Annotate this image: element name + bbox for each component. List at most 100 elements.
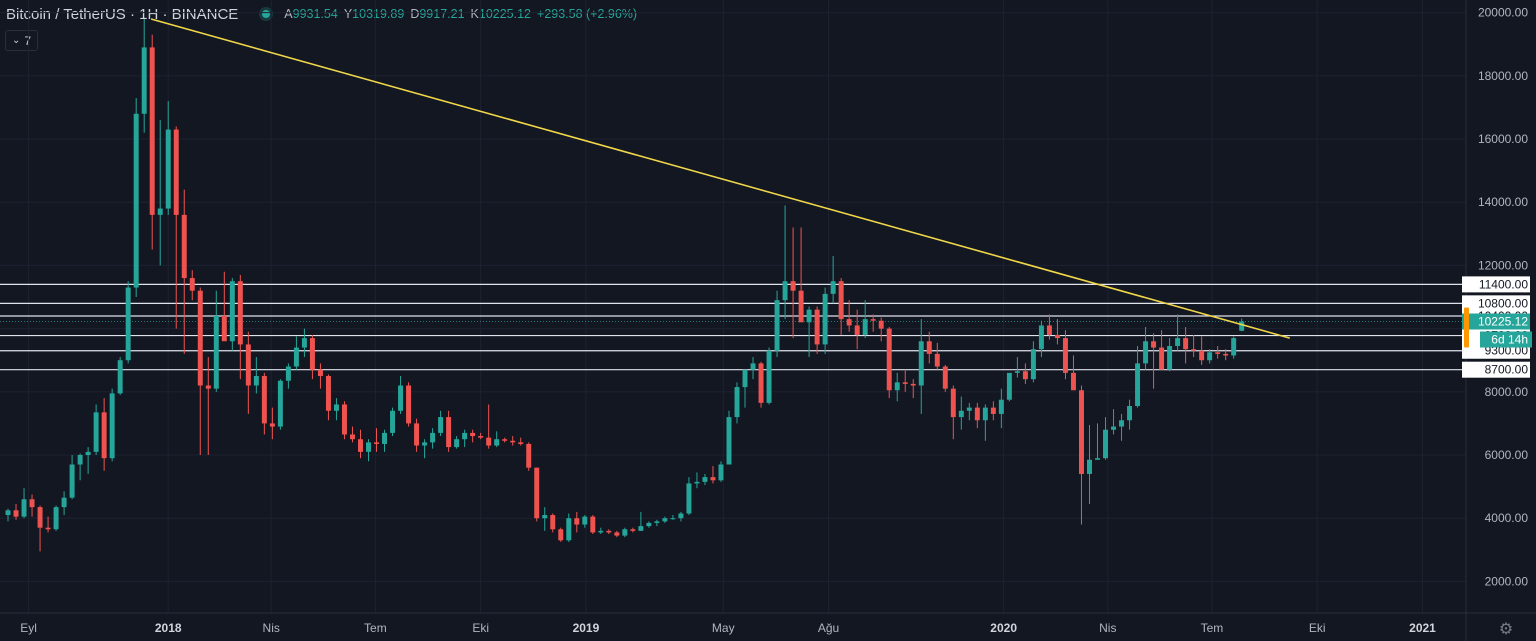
candle-body xyxy=(974,407,980,421)
candle-body xyxy=(1175,338,1181,346)
candle xyxy=(109,388,115,462)
candle xyxy=(229,278,235,351)
candle xyxy=(542,507,548,531)
candle xyxy=(117,357,123,395)
price-tick-label: 18000.00 xyxy=(1478,69,1528,83)
candle-body xyxy=(1095,458,1100,460)
candle-body xyxy=(1054,334,1060,339)
candle-body xyxy=(13,510,19,517)
candle xyxy=(646,521,652,528)
level-price-label-bg xyxy=(1462,361,1530,378)
candle-body xyxy=(670,518,676,520)
time-tick-label: Tem xyxy=(364,621,387,635)
candle-body xyxy=(846,319,852,326)
price-tick-label: 6000.00 xyxy=(1485,448,1529,462)
time-axis: Eyl 2018 Nis Tem Eki 2019 May Ağu 2020 Nis Tem Eki 2… xyxy=(0,612,1536,635)
candle xyxy=(926,331,932,364)
candle-body xyxy=(622,529,628,536)
candle-body xyxy=(694,481,700,484)
candle-body xyxy=(646,522,652,527)
candle-body xyxy=(1135,363,1141,407)
candle xyxy=(1062,330,1068,380)
candle-body xyxy=(486,437,492,446)
candle xyxy=(798,227,804,323)
price-tick-label: 2000.00 xyxy=(1485,574,1529,588)
candle xyxy=(766,347,772,405)
candle-body xyxy=(366,442,371,452)
candle-body xyxy=(438,417,444,433)
candle-body xyxy=(61,497,67,508)
candle xyxy=(1087,424,1092,504)
candle xyxy=(349,426,355,443)
market-status-icon xyxy=(262,10,271,18)
candle-body xyxy=(654,521,660,523)
level-price-label-bg xyxy=(1462,295,1530,312)
symbol-title[interactable]: Bitcoin / TetherUS · 1H · BINANCE xyxy=(6,5,239,23)
price-tick-label: 8000.00 xyxy=(1485,385,1529,399)
candle-body xyxy=(750,363,756,370)
candle xyxy=(1215,345,1221,359)
settings-gear-icon[interactable]: ⚙ xyxy=(1498,621,1514,638)
price-tick-label: 4000.00 xyxy=(1485,511,1529,525)
candle-body xyxy=(1006,372,1012,400)
candle-body xyxy=(1014,371,1020,373)
candle xyxy=(1231,336,1237,359)
candle xyxy=(422,439,428,459)
candle-body xyxy=(638,526,644,531)
candle xyxy=(13,503,19,520)
candle-body xyxy=(1199,350,1205,361)
horizontal-levels xyxy=(0,283,1466,371)
candle xyxy=(317,363,323,389)
candle xyxy=(966,402,972,421)
candle xyxy=(1070,355,1076,391)
candle xyxy=(550,513,556,533)
candle xyxy=(438,410,444,437)
candle xyxy=(45,516,51,533)
countdown-bg xyxy=(1480,331,1532,348)
candle xyxy=(974,402,980,429)
candle xyxy=(125,281,131,364)
candle-body xyxy=(253,376,259,386)
candle-body xyxy=(406,385,412,424)
candle-body xyxy=(1167,345,1173,370)
candle-body xyxy=(398,385,404,411)
candle-body xyxy=(742,369,748,388)
candle xyxy=(1143,327,1149,370)
price-axis: 2000.004000.006000.008000.0010000.001200… xyxy=(1465,0,1529,641)
candle-body xyxy=(830,281,836,294)
candle xyxy=(5,508,11,522)
candle xyxy=(606,529,612,535)
candle-body xyxy=(710,477,716,481)
candle xyxy=(221,271,227,342)
candle-body xyxy=(566,518,572,541)
candle xyxy=(1078,385,1084,525)
candle-body xyxy=(285,366,291,381)
drawing-anchor-marker xyxy=(1464,307,1469,348)
candle xyxy=(406,382,412,427)
candle-body xyxy=(1103,429,1108,459)
candle xyxy=(301,328,307,358)
countdown-label: 6d 14h xyxy=(1480,331,1532,348)
candle-body xyxy=(942,366,948,389)
candle-body xyxy=(550,515,556,530)
candle-body xyxy=(918,341,924,386)
candle xyxy=(1014,357,1020,378)
indicators-toggle[interactable]: ⌄ 7 xyxy=(5,30,39,51)
candle xyxy=(686,477,692,516)
time-tick-label: Ağu xyxy=(818,621,839,635)
candle xyxy=(790,227,796,339)
candle xyxy=(622,527,628,538)
level-price-label-text: 10800.00 xyxy=(1478,296,1528,310)
candle xyxy=(61,491,67,516)
candle-body xyxy=(1030,349,1036,380)
candle xyxy=(470,429,476,443)
candle xyxy=(245,331,251,414)
candle xyxy=(237,274,243,380)
candle-body xyxy=(766,350,772,403)
candle-body xyxy=(462,432,468,440)
candle-body xyxy=(37,507,43,528)
candle-body xyxy=(181,214,187,279)
time-tick-label: Eki xyxy=(472,621,489,635)
candle-body xyxy=(157,208,163,215)
